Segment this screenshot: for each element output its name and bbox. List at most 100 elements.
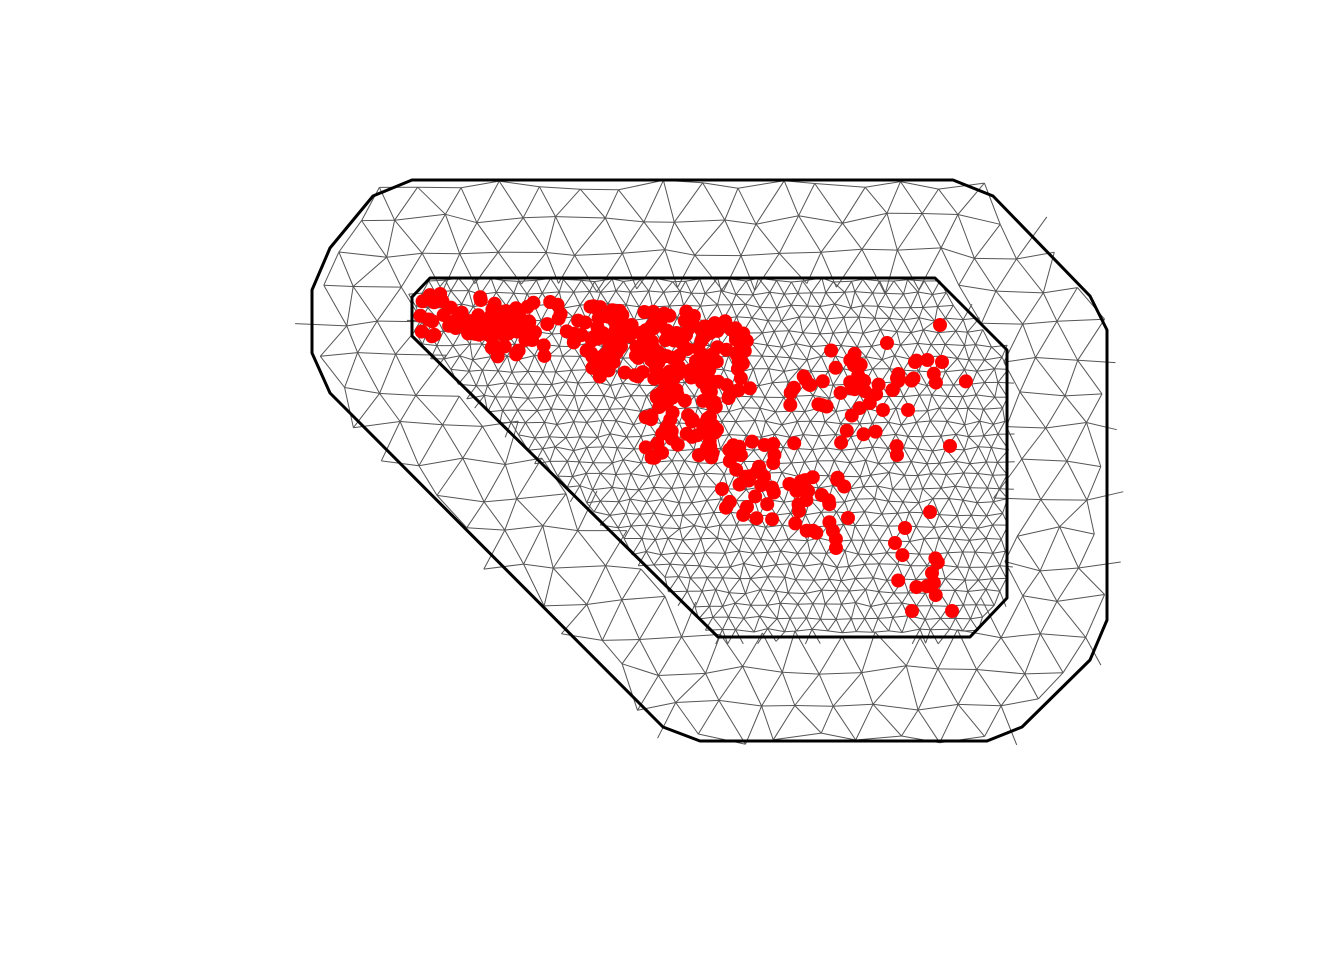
observation-point (750, 511, 764, 525)
mesh-edge (605, 218, 622, 253)
mesh-edge (984, 434, 998, 436)
mesh-edge (605, 190, 618, 218)
mesh-edge (946, 305, 954, 318)
mesh-edge (616, 281, 624, 291)
mesh-edge (678, 473, 693, 475)
mesh-edge (557, 382, 566, 395)
mesh-edge (698, 734, 745, 744)
mesh-edge (918, 710, 940, 743)
mesh-edge (773, 706, 795, 740)
mesh-edge (930, 618, 940, 629)
mesh-edge (842, 637, 862, 673)
mesh-edge (695, 591, 702, 607)
mesh-edge (717, 568, 723, 578)
mesh-edge (705, 553, 725, 554)
mesh-edge (559, 346, 562, 356)
mesh-edge (694, 463, 698, 475)
mesh-edge (506, 372, 513, 383)
mesh-edge (964, 450, 970, 464)
mesh-edge (723, 617, 729, 629)
mesh-edge (792, 462, 805, 463)
mesh-edge (690, 566, 699, 578)
mesh-edge (1023, 596, 1057, 602)
mesh-edge (833, 706, 856, 740)
mesh-edge (971, 617, 983, 619)
observation-point (554, 307, 568, 321)
mesh-edge (578, 531, 606, 566)
mesh-edge (593, 473, 601, 489)
observation-point (840, 424, 854, 438)
mesh-edge (866, 346, 872, 356)
observation-point (872, 378, 886, 392)
mesh-edge (587, 421, 603, 423)
mesh-edge (820, 333, 833, 334)
mesh-edge (1057, 288, 1077, 322)
mesh-edge (871, 553, 887, 555)
mesh-edge (798, 604, 813, 605)
mesh-edge (859, 317, 875, 318)
mesh-edge (894, 308, 904, 320)
mesh-edge (539, 187, 580, 190)
mesh-edge (561, 634, 602, 641)
mesh-edge (545, 385, 552, 398)
mesh-edge (1060, 527, 1079, 568)
mesh-edge (904, 320, 911, 333)
mesh-edge (984, 424, 994, 436)
mesh-edge (623, 449, 634, 460)
mesh-edge (443, 425, 463, 458)
mesh-edge (945, 579, 965, 580)
mesh-edge (546, 253, 574, 256)
mesh-edge (670, 564, 685, 565)
observation-point (743, 381, 757, 395)
mesh-edge (860, 477, 863, 487)
mesh-edge (634, 425, 642, 437)
mesh-edge (736, 618, 744, 630)
mesh-edge (959, 285, 996, 291)
mesh-edge (812, 619, 821, 629)
observation-point (510, 325, 524, 339)
mesh-edge (898, 564, 911, 566)
observation-point (540, 317, 554, 331)
mesh-edge (1040, 634, 1063, 673)
mesh-edge (930, 421, 941, 436)
mesh-edge (647, 487, 654, 501)
mesh-edge (762, 552, 768, 567)
observation-point (880, 336, 894, 350)
mesh-edge (904, 395, 920, 397)
mesh-edge (837, 567, 841, 580)
mesh-edge (964, 447, 978, 450)
mesh-edge (694, 475, 699, 487)
observation-point (834, 436, 848, 450)
mesh-edge (904, 475, 910, 489)
mesh-edge (1023, 321, 1057, 324)
mesh-edge (811, 347, 821, 357)
mesh-edge (744, 618, 754, 632)
mesh-edge (780, 603, 790, 618)
mesh-edge (617, 437, 626, 448)
mesh-edge (511, 397, 528, 398)
mesh-edge (499, 181, 523, 218)
observation-point (888, 536, 902, 550)
observation-point (798, 473, 812, 487)
observation-point (857, 427, 871, 441)
mesh-edge (933, 295, 938, 307)
mesh-edge (994, 498, 1041, 500)
mesh-edge (1025, 673, 1063, 674)
mesh-edge (639, 487, 654, 490)
mesh-edge (776, 513, 791, 515)
mesh-edge (857, 346, 871, 347)
mesh-edge (587, 422, 598, 437)
mesh-edge (931, 333, 938, 345)
mesh-edge (665, 577, 679, 578)
mesh-edge (878, 473, 890, 487)
mesh-edge (654, 513, 662, 528)
mesh-edge (940, 463, 947, 474)
mesh-edge (969, 436, 984, 437)
mesh-edge (957, 408, 968, 409)
mesh-edge (610, 502, 619, 516)
mesh-edge (767, 345, 782, 347)
mesh-edge (850, 449, 856, 463)
mesh-edge (805, 594, 813, 604)
observation-point (578, 316, 592, 330)
